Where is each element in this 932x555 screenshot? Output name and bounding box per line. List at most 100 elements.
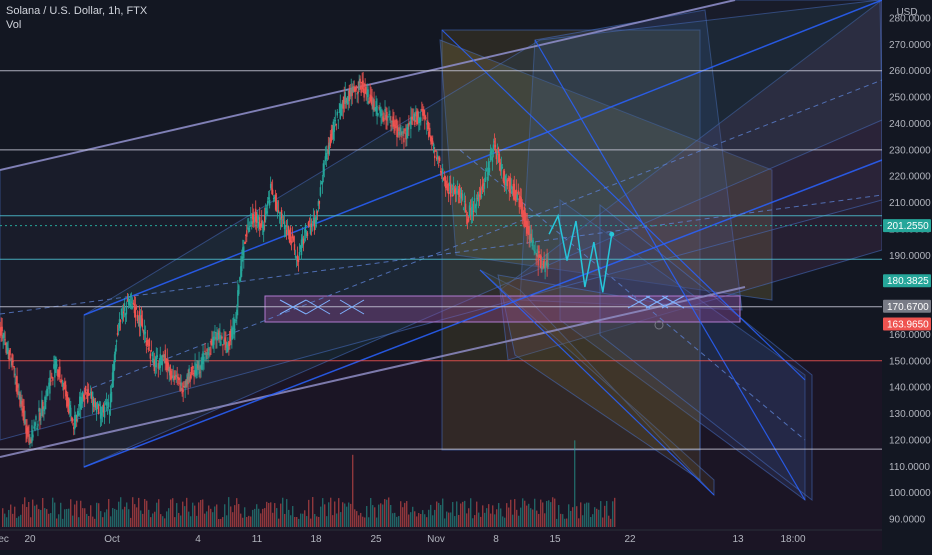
volume-bar: [392, 513, 394, 527]
candle-body: [197, 364, 199, 369]
candle-body: [465, 214, 468, 216]
candle-body: [492, 144, 495, 152]
volume-bar: [320, 506, 322, 527]
candle-body: [253, 217, 255, 223]
candle-body: [156, 355, 158, 358]
candle-body: [284, 225, 287, 228]
candle-body: [229, 331, 231, 342]
candle-body: [459, 188, 462, 199]
candle-body: [470, 206, 473, 215]
candle-body: [35, 416, 37, 420]
candle-body: [473, 198, 476, 202]
candle-body: [165, 361, 167, 364]
candle-body: [353, 86, 355, 92]
candle-body: [327, 145, 330, 154]
candle-body: [232, 328, 234, 330]
volume-bar: [204, 513, 206, 527]
candle-body: [27, 426, 29, 435]
volume-bar: [502, 516, 504, 527]
candle-body: [503, 171, 506, 185]
candle-body: [218, 330, 220, 339]
volume-bar: [254, 508, 256, 527]
candle-body: [103, 406, 106, 418]
volume-bar: [152, 513, 154, 527]
candle-body: [379, 107, 381, 114]
candle-body: [216, 332, 218, 341]
candle-body: [4, 339, 6, 341]
volume-bar: [6, 517, 8, 527]
candle-body: [170, 370, 172, 380]
candle-body: [510, 185, 513, 190]
volume-bar: [132, 497, 134, 527]
candle-body: [457, 189, 460, 195]
event-marker-icon: [654, 320, 664, 330]
candle-body: [55, 356, 57, 369]
candle-body: [268, 199, 271, 206]
candle-body: [80, 396, 82, 410]
volume-bar: [472, 518, 474, 527]
candle-body: [375, 101, 377, 112]
candle-body: [518, 199, 520, 208]
candle-body: [149, 353, 152, 359]
candle-body: [9, 348, 11, 356]
volume-bar: [462, 501, 464, 527]
volume-label: Vol: [6, 19, 22, 31]
volume-bar: [208, 505, 210, 527]
candle-body: [266, 201, 269, 206]
volume-bar: [438, 502, 440, 527]
candle-body: [196, 360, 198, 376]
volume-bar: [352, 454, 354, 527]
volume-bar: [138, 497, 140, 527]
volume-bar: [500, 508, 502, 527]
volume-bar: [514, 499, 516, 527]
candle-body: [386, 111, 388, 121]
volume-bar: [282, 497, 284, 527]
candle-body: [482, 183, 485, 187]
volume-bar: [580, 502, 582, 527]
candle-body: [392, 116, 394, 127]
y-tick-label: 100.0000: [889, 488, 931, 499]
candle-body: [399, 127, 401, 132]
candle-body: [164, 349, 166, 363]
candle-body: [22, 408, 24, 413]
candle-body: [54, 358, 56, 378]
candle-body: [439, 157, 441, 162]
volume-bar: [294, 516, 296, 527]
volume-bar: [300, 513, 302, 527]
candle-body: [388, 113, 390, 115]
volume-bar: [22, 504, 24, 527]
volume-bar: [596, 508, 598, 527]
volume-bar: [306, 516, 308, 527]
candle-body: [449, 185, 452, 197]
candle-body: [120, 308, 123, 316]
candle-body: [166, 358, 168, 371]
candle-body: [30, 439, 32, 444]
candle-body: [326, 158, 329, 160]
candle-body: [45, 400, 47, 402]
volume-bar: [480, 516, 482, 527]
candle-body: [230, 328, 232, 337]
candle-body: [122, 311, 125, 314]
candle-body: [320, 183, 323, 185]
y-tick-label: 160.0000: [889, 330, 931, 341]
candle-body: [32, 434, 34, 438]
volume-bar: [82, 508, 84, 527]
candle-body: [313, 220, 316, 231]
volume-bar: [460, 503, 462, 527]
candle-body: [13, 366, 15, 370]
candle-body: [287, 226, 290, 236]
y-tick-label: 220.0000: [889, 172, 931, 183]
candle-body: [469, 208, 472, 211]
channel-midline-0: [83, 79, 883, 392]
candle-body: [427, 120, 429, 130]
support-marker-line: [661, 295, 685, 309]
candle-body: [370, 95, 372, 102]
candle-body: [111, 372, 114, 388]
candle-body: [255, 208, 257, 222]
candle-body: [462, 208, 465, 210]
candle-body: [180, 382, 182, 386]
volume-bar: [112, 508, 114, 527]
candle-body: [224, 337, 226, 342]
